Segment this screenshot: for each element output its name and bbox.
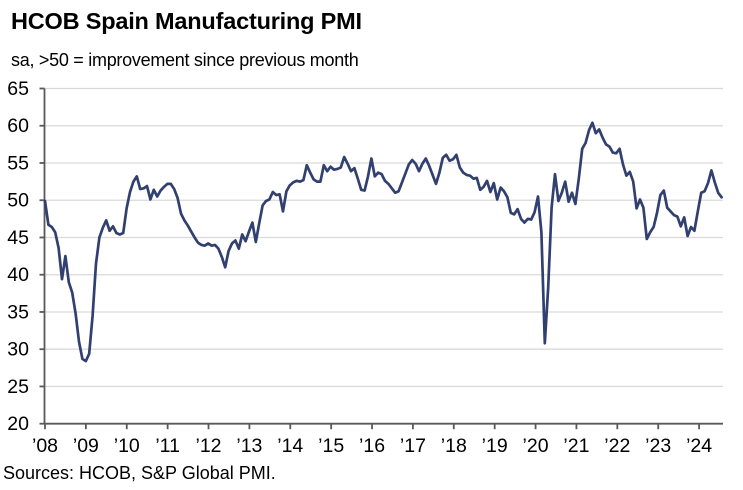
svg-text:25: 25 <box>7 376 29 398</box>
svg-text:’20: ’20 <box>523 435 549 457</box>
svg-text:’12: ’12 <box>196 435 222 457</box>
svg-text:’13: ’13 <box>236 435 262 457</box>
svg-text:’23: ’23 <box>645 435 671 457</box>
svg-text:55: 55 <box>7 152 29 174</box>
svg-text:35: 35 <box>7 301 29 323</box>
svg-text:’10: ’10 <box>114 435 140 457</box>
svg-text:’18: ’18 <box>441 435 467 457</box>
svg-text:40: 40 <box>7 264 29 286</box>
svg-text:’16: ’16 <box>359 435 385 457</box>
svg-text:’09: ’09 <box>73 435 99 457</box>
svg-text:’22: ’22 <box>604 435 630 457</box>
svg-text:20: 20 <box>7 413 29 435</box>
svg-text:’15: ’15 <box>318 435 344 457</box>
svg-text:65: 65 <box>7 78 29 100</box>
svg-text:’08: ’08 <box>32 435 58 457</box>
svg-text:’21: ’21 <box>563 435 589 457</box>
svg-text:45: 45 <box>7 227 29 249</box>
svg-text:’17: ’17 <box>400 435 426 457</box>
svg-text:’14: ’14 <box>277 435 303 457</box>
svg-text:30: 30 <box>7 339 29 361</box>
svg-text:60: 60 <box>7 115 29 137</box>
svg-text:’11: ’11 <box>155 435 180 457</box>
svg-text:’24: ’24 <box>686 435 712 457</box>
svg-text:50: 50 <box>7 190 29 212</box>
svg-text:’19: ’19 <box>482 435 508 457</box>
